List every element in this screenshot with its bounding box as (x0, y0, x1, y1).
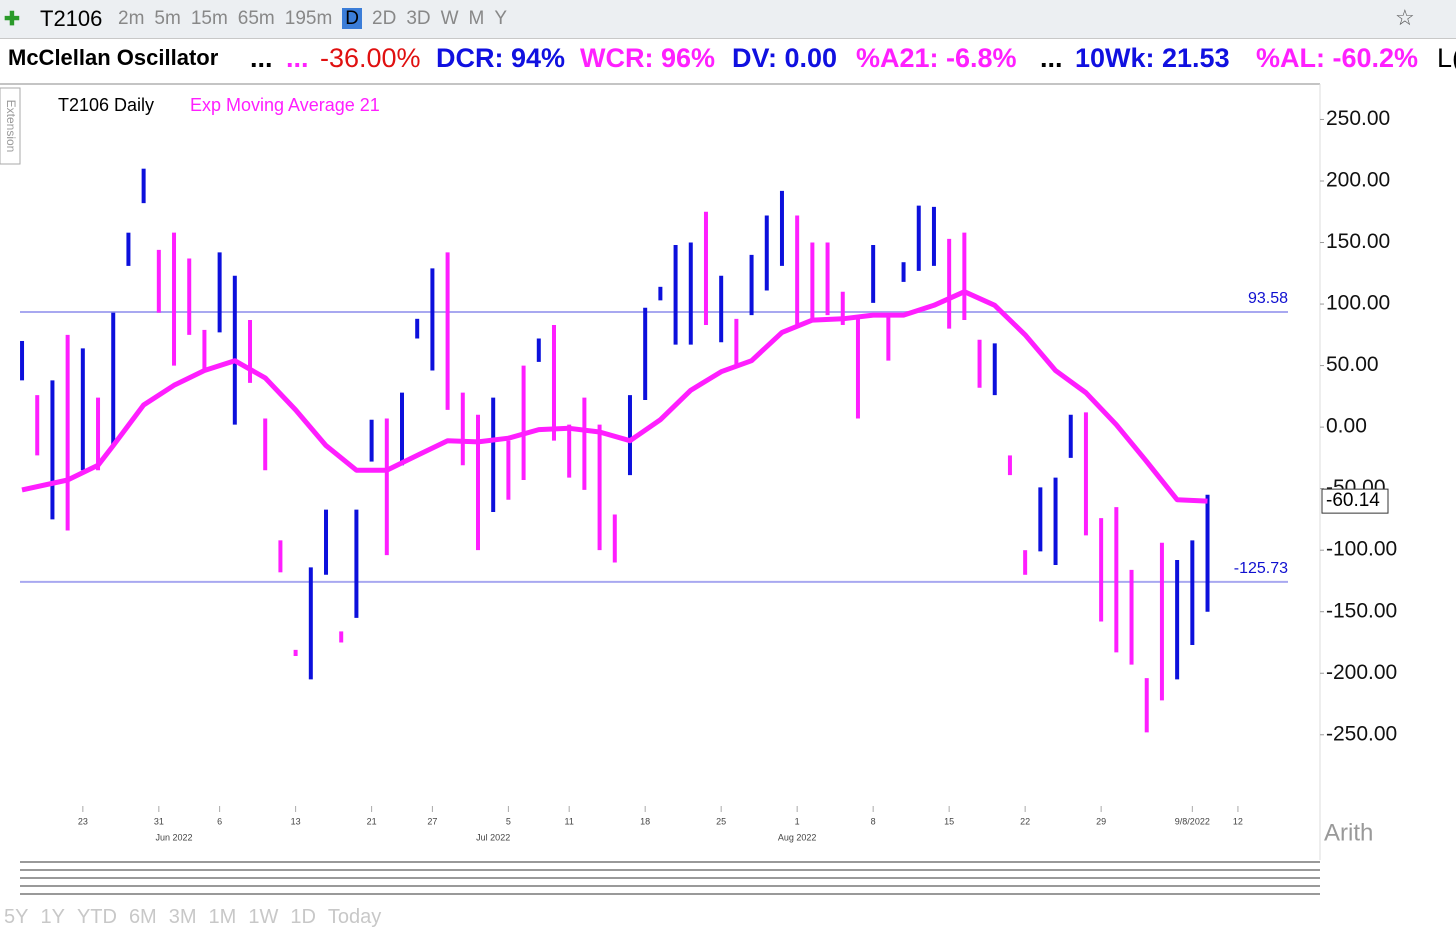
symbol[interactable]: T2106 (40, 6, 103, 31)
header-item: DV: 0.00 (732, 43, 838, 73)
x-tick-label: 13 (291, 816, 301, 826)
y-tick-label: -250.00 (1326, 722, 1397, 745)
toolbar: ✚ T2106 2m 5m 15m 65m 195m D 2D 3D W M Y ☆ (0, 0, 1456, 39)
x-tick-label: 25 (716, 816, 726, 826)
range-button[interactable]: Today (327, 906, 382, 928)
y-tick-label: -100.00 (1326, 538, 1397, 561)
y-tick-label: 150.00 (1326, 230, 1390, 253)
range-button[interactable]: 3M (168, 906, 197, 928)
header-item: ... (1040, 43, 1063, 73)
x-tick-label: 5 (506, 816, 511, 826)
month-label: Jun 2022 (156, 832, 193, 842)
legend-entry[interactable]: Exp Moving Average 21 (190, 95, 380, 115)
month-label: Aug 2022 (778, 832, 817, 842)
header-item: 10Wk: 21.53 (1075, 43, 1230, 73)
range-button[interactable]: 1Y (40, 906, 65, 928)
header-item: %A21: -6.8% (856, 43, 1017, 73)
x-tick-label: 12 (1233, 816, 1243, 826)
x-tick-label: 18 (640, 816, 650, 826)
x-tick-label: 9/8/2022 (1175, 816, 1210, 826)
y-tick-label: 100.00 (1326, 292, 1390, 315)
study-name: McClellan Oscillator (8, 45, 219, 70)
y-tick-label: -150.00 (1326, 599, 1397, 622)
side-tab-label: Extension (4, 100, 18, 153)
x-tick-label: 27 (427, 816, 437, 826)
header-item: ... (286, 43, 309, 73)
header-item: ... (250, 43, 273, 73)
add-icon[interactable]: ✚ (4, 9, 20, 30)
timeframe[interactable]: 65m (237, 8, 275, 29)
timeframe[interactable]: 15m (190, 8, 228, 29)
side-tab[interactable] (0, 87, 21, 165)
header-item: DCR: 94% (436, 43, 566, 73)
range-bar: 5Y 1Y YTD 6M 3M 1M 1W 1D Today (4, 906, 393, 929)
header: McClellan Oscillator ... ... -36.00% DCR… (0, 39, 1456, 81)
header-item: -36.00% (320, 43, 421, 73)
ema-line (21, 289, 1208, 504)
y-tick-label: 0.00 (1326, 415, 1367, 438)
last-value-label: -60.14 (1326, 490, 1380, 511)
timeframe[interactable]: D (342, 8, 363, 29)
y-tick-label: 50.00 (1326, 353, 1379, 376)
chart: Extension T2106 Daily Exp Moving Average… (0, 83, 1397, 895)
x-tick-label: 15 (944, 816, 954, 826)
legend-entry[interactable]: T2106 Daily (58, 95, 154, 115)
timeframe[interactable]: M (468, 8, 485, 29)
range-button[interactable]: 1D (290, 906, 316, 928)
month-label: Jul 2022 (476, 832, 510, 842)
reference-label: 93.58 (1248, 290, 1288, 307)
range-button[interactable]: 6M (128, 906, 157, 928)
x-tick-label: 29 (1096, 816, 1106, 826)
timeframe[interactable]: Y (494, 8, 508, 29)
timeframes: 2m 5m 15m 65m 195m D 2D 3D W M Y (118, 8, 517, 30)
header-item: %AL: -60.2% (1256, 43, 1419, 73)
range-button[interactable]: 1M (208, 906, 237, 928)
x-tick-label: 6 (217, 816, 222, 826)
y-tick-label: -200.00 (1326, 661, 1397, 684)
last-value-box (1321, 488, 1389, 514)
x-tick-label: 31 (154, 816, 164, 826)
x-tick-label: 11 (565, 816, 574, 826)
x-tick-label: 8 (871, 816, 876, 826)
timeframe[interactable]: 195m (284, 8, 333, 29)
range-button[interactable]: YTD (76, 906, 117, 928)
timeframe[interactable]: 5m (154, 8, 181, 29)
scale-mode[interactable]: Arith (1324, 819, 1373, 846)
header-item: L( (1437, 43, 1456, 73)
timeframe[interactable]: 2D (372, 8, 397, 29)
range-button[interactable]: 1W (248, 906, 279, 928)
timeframe[interactable]: W (440, 8, 459, 29)
header-item: WCR: 96% (580, 43, 716, 73)
range-button[interactable]: 5Y (4, 906, 29, 928)
x-tick-label: 21 (367, 816, 377, 826)
reference-label: -125.73 (1234, 560, 1288, 577)
y-tick-label: 200.00 (1326, 169, 1390, 192)
y-tick-label: 250.00 (1326, 107, 1390, 130)
x-tick-label: 1 (795, 816, 800, 826)
x-tick-label: 23 (78, 816, 88, 826)
timeframe[interactable]: 3D (406, 8, 431, 29)
watch-icon[interactable]: ☆ (1395, 5, 1415, 30)
x-tick-label: 22 (1020, 816, 1030, 826)
timeframe[interactable]: 2m (118, 8, 145, 29)
